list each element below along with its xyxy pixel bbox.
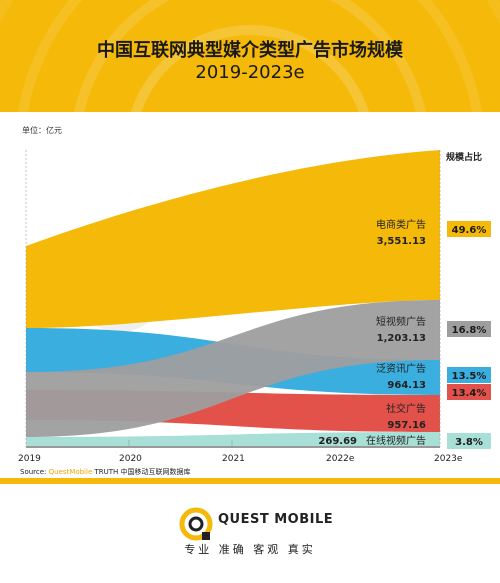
- series-name-label: 短视频广告: [376, 315, 426, 328]
- series-name-label: 电商类广告: [376, 218, 426, 231]
- chart-title: 中国互联网典型媒介类型广告市场规模: [97, 40, 403, 61]
- source-brand: QuestMobile: [48, 468, 93, 476]
- quest-mobile-logo-icon: [179, 507, 213, 541]
- share-badge-label: 13.4%: [452, 388, 487, 399]
- share-badge-label: 3.8%: [455, 437, 483, 448]
- x-tick-label: 2021: [222, 454, 245, 464]
- source-database: TRUTH 中国移动互联网数据库: [94, 468, 191, 476]
- header-banner: 中国互联网典型媒介类型广告市场规模 2019-2023e: [0, 0, 500, 112]
- x-tick-label: 2022e: [326, 454, 355, 464]
- series-value-label: 3,551.13: [377, 236, 426, 247]
- share-badge-label: 16.8%: [452, 325, 487, 336]
- share-badge: [447, 221, 491, 237]
- series-name-label: 泛资讯广告: [376, 362, 426, 375]
- source-prefix: Source:: [20, 468, 47, 476]
- decorative-rings: [0, 0, 500, 112]
- source-note: Source: QuestMobile TRUTH 中国移动互联网数据库: [20, 467, 191, 477]
- share-badge: [447, 367, 491, 383]
- unit-label: 单位：亿元: [22, 126, 62, 135]
- series-value-label: 269.69: [318, 436, 357, 447]
- x-tick-label: 2020: [119, 454, 142, 464]
- share-badge-label: 13.5%: [452, 371, 487, 382]
- series-value-label: 964.13: [387, 380, 426, 391]
- footer-bar: [0, 478, 500, 484]
- x-tick-label: 2023e: [434, 454, 463, 464]
- share-header: 规模占比: [446, 153, 483, 163]
- share-badge-label: 49.6%: [452, 225, 487, 236]
- series-name-label: 社交广告: [386, 402, 426, 415]
- slogan: 专业 准确 客观 真实: [184, 543, 316, 556]
- stream-1: [26, 150, 440, 328]
- share-badge: [447, 321, 491, 337]
- share-badge: [447, 433, 491, 449]
- series-name-label: 在线视频广告: [366, 434, 426, 447]
- stream-2: [26, 300, 440, 437]
- share-badge: [447, 384, 491, 400]
- series-value-label: 957.16: [387, 420, 426, 431]
- brand-name: QUEST MOBILE: [218, 512, 334, 527]
- x-tick-label: 2019: [18, 454, 41, 464]
- chart-subtitle: 2019-2023e: [195, 62, 305, 83]
- stream-5: [26, 432, 440, 446]
- series-value-label: 1,203.13: [377, 333, 426, 344]
